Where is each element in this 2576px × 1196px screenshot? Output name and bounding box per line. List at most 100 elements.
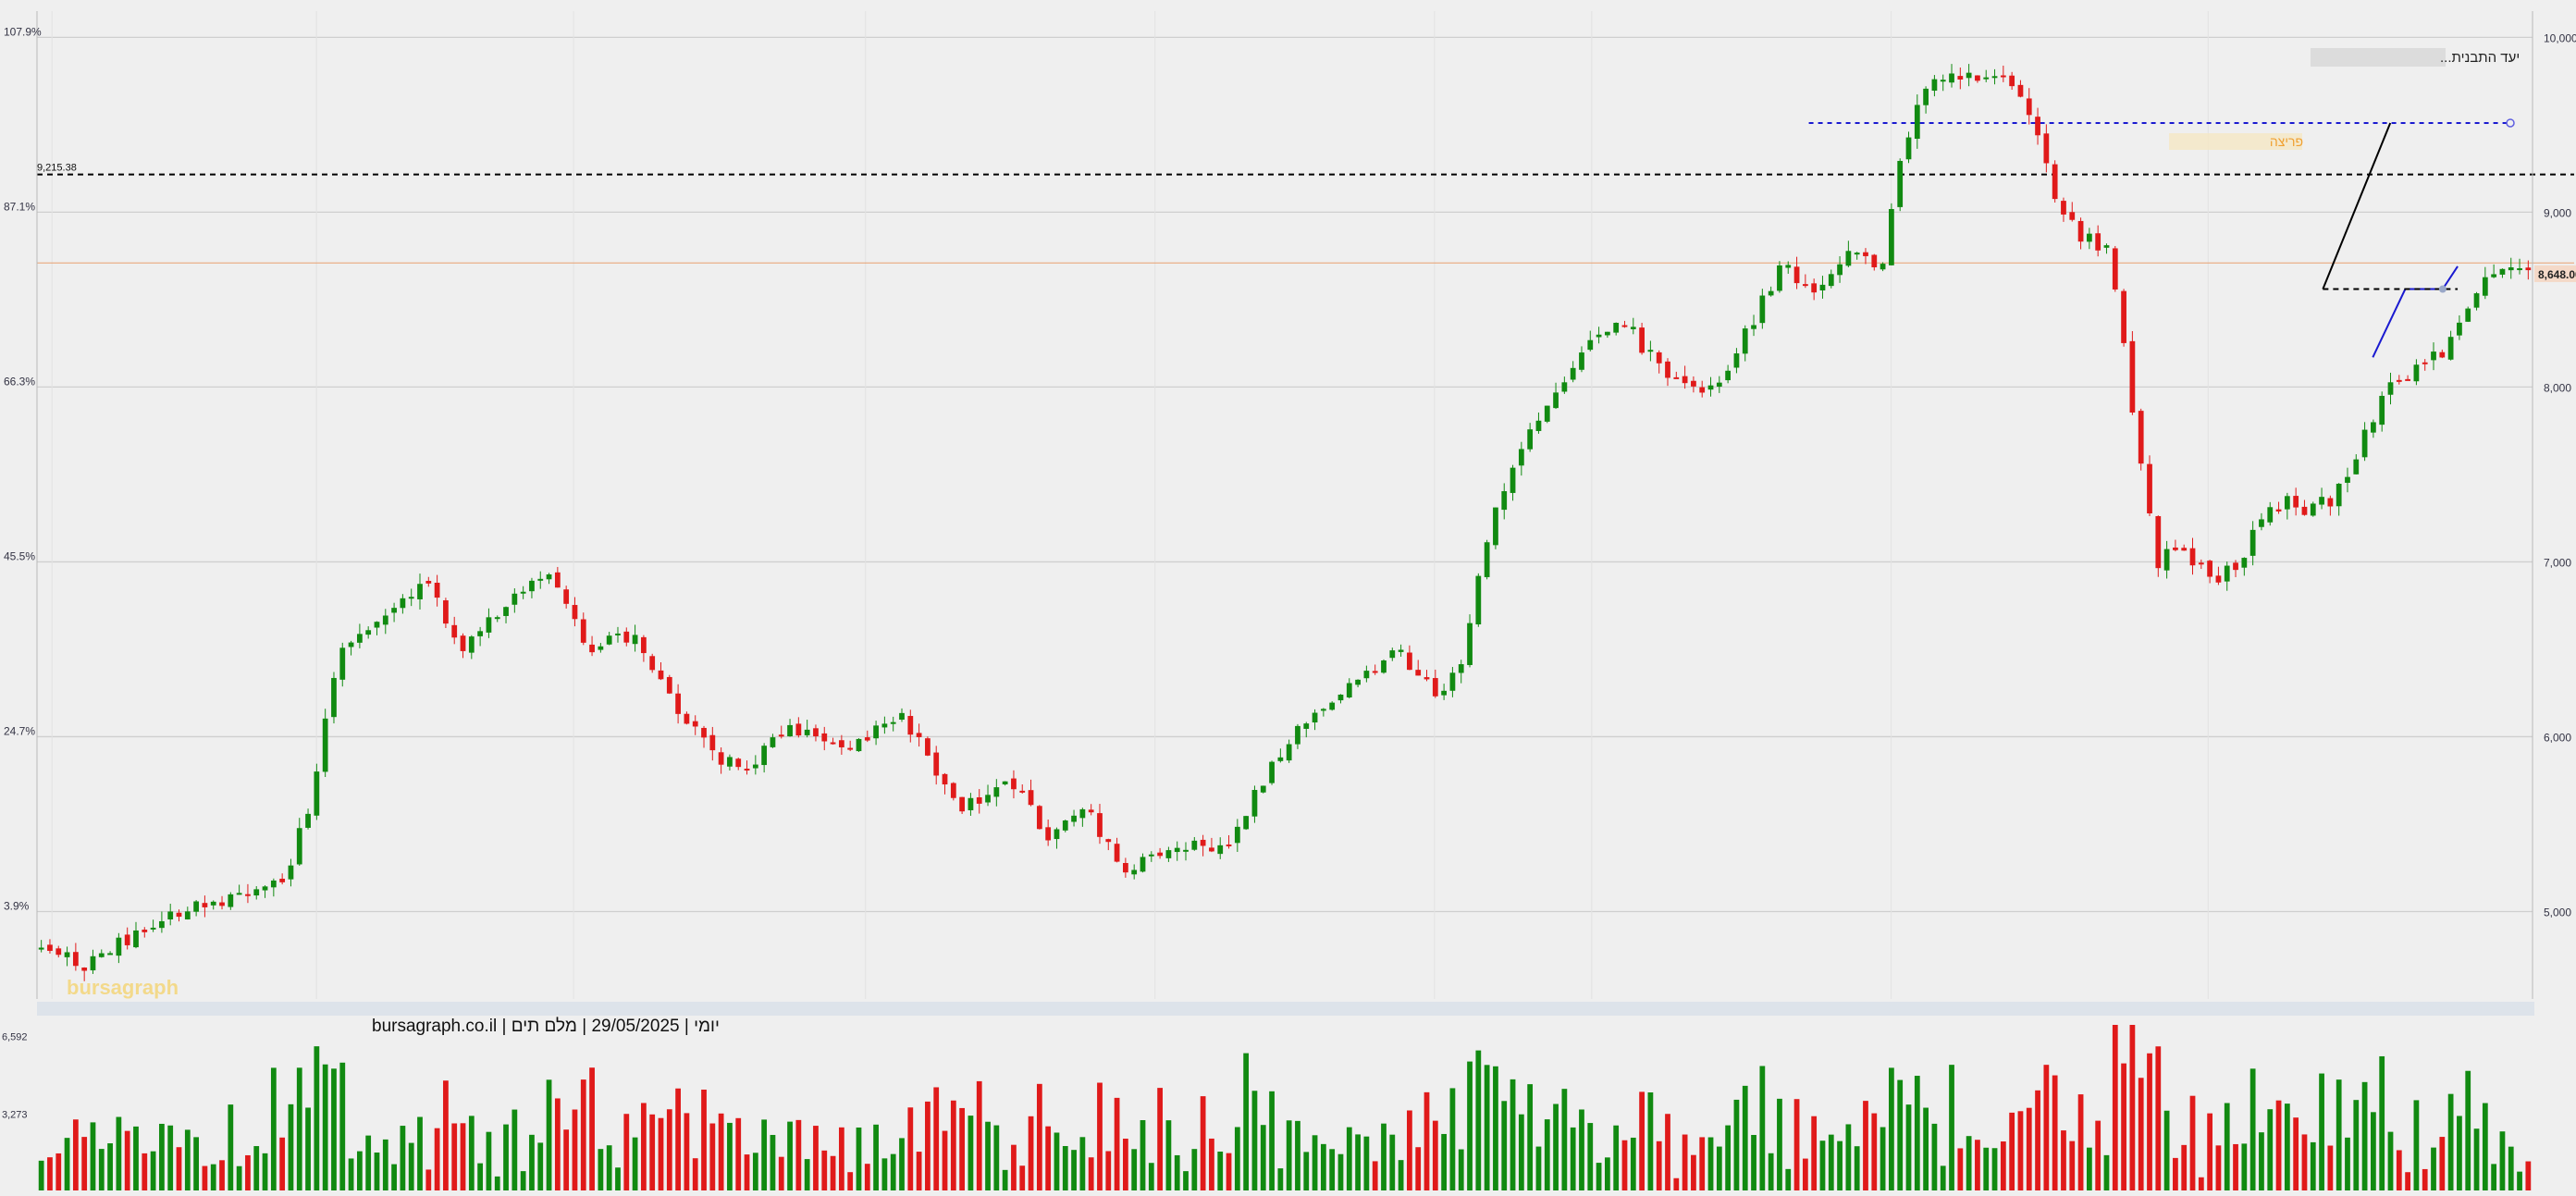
candle xyxy=(2163,549,2170,571)
volume-bar xyxy=(1639,1091,1645,1190)
candle xyxy=(133,930,139,948)
volume-bar xyxy=(2163,1110,2170,1190)
y-left-tick-label: 87.1% xyxy=(4,200,35,213)
volume-bar xyxy=(1140,1120,1146,1190)
candle xyxy=(1914,105,1920,139)
volume-bar xyxy=(1854,1146,1860,1190)
candle xyxy=(296,828,302,865)
candle xyxy=(468,636,475,653)
level-label-resistance: 9,215.38 xyxy=(37,163,77,174)
volume-bar xyxy=(1828,1134,1834,1190)
volume-bar xyxy=(1604,1157,1610,1190)
candle xyxy=(1604,331,1610,336)
volume-bar xyxy=(795,1119,802,1190)
volume-bar xyxy=(331,1068,337,1190)
candle xyxy=(2319,497,2324,505)
volume-bar xyxy=(2233,1143,2238,1190)
candle xyxy=(322,718,328,772)
volume-bar xyxy=(193,1137,199,1190)
candle xyxy=(632,635,638,645)
candle xyxy=(305,813,311,828)
volume-bar xyxy=(580,1079,586,1190)
candle xyxy=(219,902,225,906)
volume-bar xyxy=(2327,1145,2334,1190)
volume-bar xyxy=(1493,1066,1498,1190)
volume-bar xyxy=(2387,1131,2394,1190)
candle xyxy=(1716,382,1722,388)
candle xyxy=(451,624,458,638)
volume-bar xyxy=(933,1087,940,1190)
volume-bar xyxy=(890,1153,896,1190)
volume-bar xyxy=(210,1164,216,1190)
candle xyxy=(1475,575,1482,625)
candle xyxy=(1897,160,1904,207)
volume-bar xyxy=(873,1124,879,1190)
candle xyxy=(1123,863,1128,873)
volume-bar xyxy=(1596,1163,1602,1190)
volume-bar xyxy=(1691,1154,1696,1190)
candle xyxy=(1088,809,1094,813)
volume-bar xyxy=(1054,1132,1060,1190)
candle xyxy=(916,733,922,737)
volume-bar xyxy=(1621,1140,1628,1190)
volume-bar xyxy=(2465,1070,2471,1190)
candle xyxy=(1905,137,1912,160)
candle xyxy=(701,727,707,738)
volume-bar xyxy=(1217,1151,1224,1190)
volume-bar xyxy=(2009,1112,2015,1190)
volume-bar xyxy=(1381,1123,1387,1190)
volume-bar xyxy=(1802,1158,1808,1190)
volume-bar xyxy=(167,1125,174,1190)
candle xyxy=(503,607,509,616)
candle xyxy=(838,740,844,747)
volume-bar xyxy=(2077,1094,2084,1190)
volume-bar xyxy=(925,1101,931,1190)
volume-bar xyxy=(1905,1104,1912,1190)
volume-bar xyxy=(2396,1150,2402,1190)
volume-bar xyxy=(486,1131,492,1190)
candle xyxy=(1871,254,1878,267)
volume-bar xyxy=(1200,1096,1206,1190)
volume-bar xyxy=(1914,1076,1920,1190)
volume-bar xyxy=(563,1129,570,1190)
volume-bar xyxy=(813,1126,819,1190)
candle xyxy=(520,591,526,594)
volume-bar xyxy=(1398,1160,1404,1190)
volume-bar xyxy=(1363,1136,1370,1190)
volume-bar xyxy=(1303,1152,1310,1190)
volume-bar xyxy=(1243,1053,1250,1190)
candle xyxy=(142,930,148,932)
candle xyxy=(899,712,905,720)
candle xyxy=(2284,496,2290,510)
volume-bar xyxy=(2147,1053,2152,1190)
volume-bar xyxy=(1251,1091,1258,1190)
pattern-target-handle xyxy=(2506,118,2515,128)
candle xyxy=(1277,757,1284,761)
volume-bar xyxy=(1759,1066,1766,1190)
volume-bar xyxy=(907,1107,914,1190)
volume-bar xyxy=(684,1113,690,1190)
volume-bar xyxy=(55,1153,62,1190)
volume-bar xyxy=(159,1123,165,1190)
volume-bar xyxy=(2103,1154,2110,1190)
pattern-target-label: יעד התבנית... xyxy=(2440,50,2520,66)
volume-bar xyxy=(2035,1090,2040,1190)
volume-bar xyxy=(288,1104,294,1190)
candle xyxy=(253,889,260,896)
candle xyxy=(546,573,552,580)
candle xyxy=(2387,382,2394,395)
volume-bar xyxy=(374,1152,380,1190)
candle xyxy=(331,677,337,718)
candle xyxy=(830,742,836,745)
candle xyxy=(1019,790,1026,793)
candle xyxy=(1759,295,1766,324)
candle xyxy=(2009,75,2015,87)
volume-bar xyxy=(1940,1165,1946,1190)
volume-bar xyxy=(718,1113,724,1190)
candle xyxy=(2379,395,2385,425)
volume-bar xyxy=(1587,1123,1594,1190)
candle xyxy=(684,713,690,724)
candle xyxy=(81,967,88,971)
candle xyxy=(356,634,363,643)
candle xyxy=(1682,376,1688,384)
